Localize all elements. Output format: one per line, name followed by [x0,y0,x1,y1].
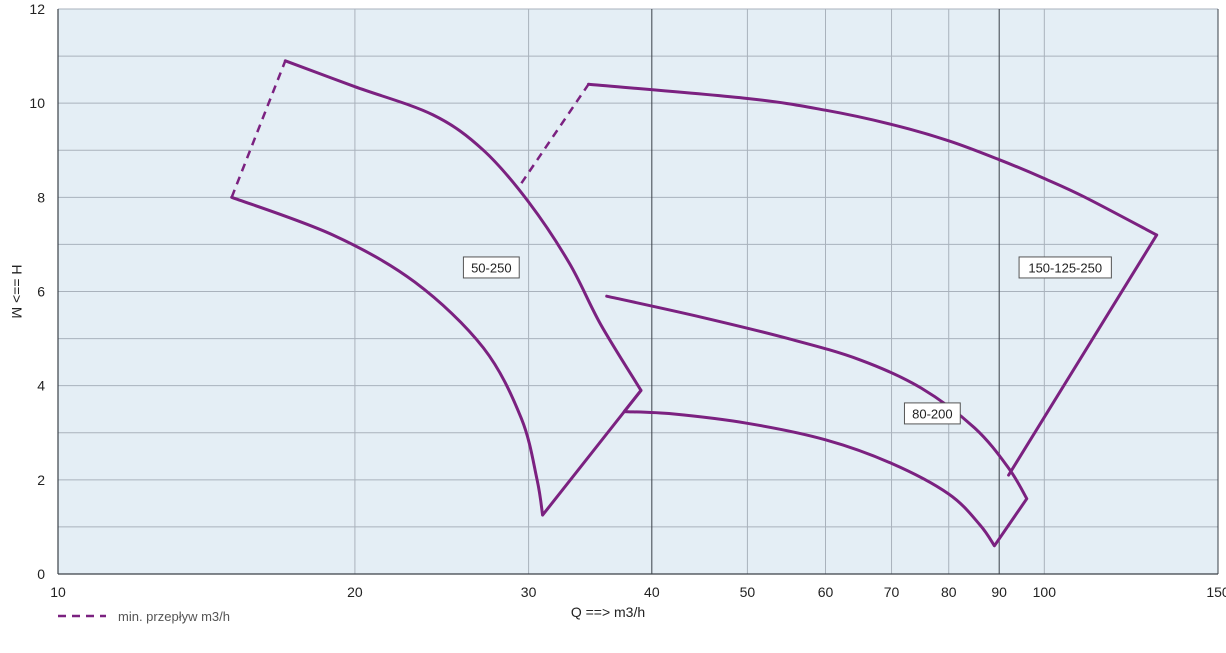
y-tick-label: 8 [37,189,45,205]
region-label-box [462,256,520,279]
region-labels: 50-250 150-125-250 80-200 [462,256,1112,425]
x-axis-label: Q ==> m3/h [571,604,645,620]
min-flow-line-50-250 [230,60,287,198]
curves [230,59,1159,548]
curve-80-200 [605,294,1029,548]
x-tick-label: 50 [740,584,756,600]
x-tick-label: 70 [884,584,900,600]
region-label-text: 150-125-250 [1028,260,1102,275]
curve-50-250 [230,59,643,517]
region-label-box [1018,256,1112,279]
y-tick-label: 4 [37,378,45,394]
x-tick-label: 80 [941,584,957,600]
y-tick-label: 0 [37,566,45,582]
region-label: 80-200 [903,402,961,425]
gridlines [57,8,1219,575]
curve-150-125-250 [587,82,1159,477]
region-label: 50-250 [462,256,520,279]
x-axis-ticks: 10 20 30 40 50 60 70 80 90 100 150 [50,584,1226,600]
x-tick-label: 60 [818,584,834,600]
x-tick-label: 40 [644,584,660,600]
x-tick-label: 10 [50,584,66,600]
y-axis-ticks: 0 2 4 6 8 10 12 [29,1,45,582]
region-label: 150-125-250 [1018,256,1112,279]
x-tick-label: 20 [347,584,363,600]
y-axis-label: H ==> M [9,264,25,318]
y-tick-label: 6 [37,284,45,300]
x-tick-label: 150 [1206,584,1226,600]
region-label-box [903,402,961,425]
region-label-text: 80-200 [912,406,952,421]
region-label-text: 50-250 [471,260,511,275]
y-tick-label: 2 [37,472,45,488]
x-tick-label: 90 [991,584,1007,600]
legend-entry-min-flow: min. przepływ m3/h [118,609,230,624]
min-flow-line-150-125-250 [520,83,590,184]
y-tick-label: 10 [29,95,45,111]
x-tick-label: 100 [1033,584,1057,600]
legend: min. przepływ m3/h [58,609,230,624]
y-tick-label: 12 [29,1,45,17]
x-tick-label: 30 [521,584,537,600]
